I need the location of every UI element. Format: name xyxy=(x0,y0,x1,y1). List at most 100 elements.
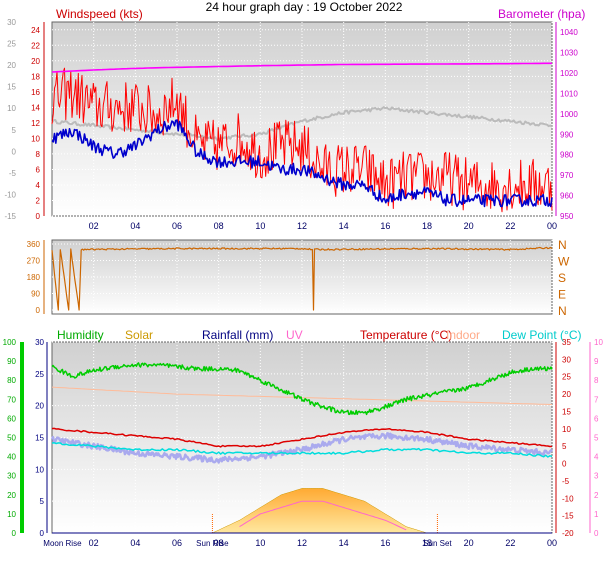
humidity-tick: 60 xyxy=(7,414,16,423)
wind-outer-tick: 25 xyxy=(7,40,16,49)
temp-tick: 30 xyxy=(562,355,571,364)
x-tick-label: 06 xyxy=(172,221,182,231)
barometer-axis-label: Barometer (hpa) xyxy=(498,7,586,21)
wind-tick: 0 xyxy=(36,212,41,221)
temp-tick: -20 xyxy=(562,529,574,538)
temp-tick: 20 xyxy=(562,390,571,399)
humidity-tick: 70 xyxy=(7,395,16,404)
wind-tick: 14 xyxy=(31,103,40,112)
rain-tick: 20 xyxy=(35,402,44,411)
humidity-tick: 10 xyxy=(7,510,16,519)
x-tick-label: 00 xyxy=(547,221,557,231)
rain-tick: 25 xyxy=(35,370,44,379)
wind-outer-tick: -15 xyxy=(4,212,16,221)
compass-label: E xyxy=(558,288,566,302)
humidity-tick: 100 xyxy=(3,338,17,347)
temp-tick: 10 xyxy=(562,425,571,434)
baro-tick: 1040 xyxy=(560,28,578,37)
humidity-tick: 0 xyxy=(12,529,17,538)
temp-tick: 25 xyxy=(562,373,571,382)
series-dewpoint xyxy=(51,442,553,458)
uv-legend: UV xyxy=(286,328,303,342)
rain-tick: 10 xyxy=(35,465,44,474)
uv-tick: 1 xyxy=(594,510,599,519)
rain-tick: 0 xyxy=(40,529,45,538)
baro-tick: 990 xyxy=(560,130,574,139)
x-tick-label: 02 xyxy=(89,221,99,231)
x-tick-label: 04 xyxy=(130,538,140,548)
page-title: 24 hour graph day : 19 October 2022 xyxy=(205,0,403,14)
compass-label: S xyxy=(558,271,566,285)
series-indoor xyxy=(51,386,553,405)
direction-tick: 90 xyxy=(31,290,40,299)
rain-tick: 5 xyxy=(40,497,45,506)
x-tick-label: 18 xyxy=(422,538,432,548)
temp-tick: 15 xyxy=(562,407,571,416)
x-tick-label: 22 xyxy=(505,538,515,548)
rain-tick: 15 xyxy=(35,434,44,443)
x-tick-label: 22 xyxy=(505,221,515,231)
rain-tick: 30 xyxy=(35,338,44,347)
temp-tick: 0 xyxy=(562,460,567,469)
compass-label: W xyxy=(558,255,570,269)
humidity-tick: 20 xyxy=(7,491,16,500)
series-baro-trace xyxy=(51,106,553,142)
direction-tick: 180 xyxy=(27,273,41,282)
uv-tick: 7 xyxy=(594,395,599,404)
windspeed-axis-label: Windspeed (kts) xyxy=(56,7,143,21)
wind-tick: 20 xyxy=(31,57,40,66)
humidity-tick: 90 xyxy=(7,357,16,366)
baro-tick: 1000 xyxy=(560,110,578,119)
temp-tick: 35 xyxy=(562,338,571,347)
solar-legend: Solar xyxy=(125,328,154,342)
compass-label: N xyxy=(558,304,567,318)
series-solar xyxy=(212,488,428,534)
temp-tick: 5 xyxy=(562,442,567,451)
wind-tick: 18 xyxy=(31,72,40,81)
wind-tick: 4 xyxy=(36,181,41,190)
series-humidity xyxy=(51,362,553,416)
wind-tick: 22 xyxy=(31,41,40,50)
plot-area-1 xyxy=(51,21,553,217)
direction-tick: 0 xyxy=(36,306,41,315)
humidity-legend: Humidity xyxy=(57,328,104,342)
wind-outer-tick: -10 xyxy=(4,190,16,199)
humidity-axis-bar xyxy=(20,342,24,533)
wind-outer-tick: -5 xyxy=(9,169,17,178)
wind-tick: 10 xyxy=(31,134,40,143)
x-tick-label: 12 xyxy=(297,221,307,231)
wind-outer-tick: 15 xyxy=(7,83,16,92)
humidity-tick: 50 xyxy=(7,434,16,443)
series-gust xyxy=(51,119,553,208)
x-tick-label: 20 xyxy=(464,221,474,231)
uv-tick: 6 xyxy=(594,414,599,423)
uv-tick: 4 xyxy=(594,453,599,462)
baro-tick: 950 xyxy=(560,212,574,221)
humidity-tick: 40 xyxy=(7,453,16,462)
baro-tick: 970 xyxy=(560,171,574,180)
wind-outer-tick: 30 xyxy=(7,18,16,27)
temp-tick: -5 xyxy=(562,477,570,486)
wind-tick: 12 xyxy=(31,119,40,128)
baro-tick: 980 xyxy=(560,151,574,160)
series-wind-direction xyxy=(51,246,553,311)
wind-tick: 2 xyxy=(36,196,41,205)
compass-label: N xyxy=(558,238,567,252)
series-apparent-temp xyxy=(50,432,553,464)
x-tick-label: 10 xyxy=(255,221,265,231)
x-tick-label: 04 xyxy=(130,221,140,231)
uv-tick: 3 xyxy=(594,472,599,481)
direction-tick: 270 xyxy=(27,257,41,266)
uv-tick: 0 xyxy=(594,529,599,538)
series-windspeed xyxy=(51,67,553,213)
event-label: Moon Rise xyxy=(43,539,82,548)
x-tick-label: 18 xyxy=(422,221,432,231)
series-barometer xyxy=(51,62,552,73)
event-label: Sun Set xyxy=(423,539,452,548)
humidity-tick: 80 xyxy=(7,376,16,385)
uv-tick: 2 xyxy=(594,491,599,500)
baro-tick: 1020 xyxy=(560,69,578,78)
x-tick-label: 10 xyxy=(255,538,265,548)
x-tick-label: 06 xyxy=(172,538,182,548)
